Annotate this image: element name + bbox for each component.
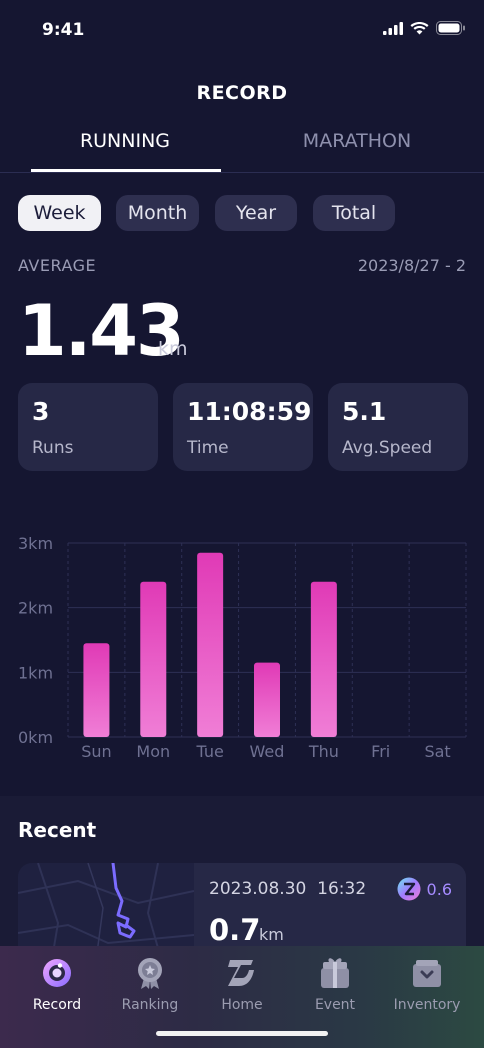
x-tick-label: Fri	[371, 742, 390, 761]
period-month-button[interactable]: Month	[116, 195, 199, 231]
nav-home-label: Home	[221, 997, 263, 1013]
nav-record-label: Record	[32, 997, 82, 1013]
x-tick-label: Thu	[308, 742, 339, 761]
reward-badge: 0.6	[397, 877, 452, 901]
ranking-icon	[138, 958, 162, 989]
x-tick-label: Wed	[250, 742, 285, 761]
average-distance-unit: km	[158, 338, 188, 360]
event-icon	[321, 958, 349, 988]
nav-home[interactable]: Home	[194, 952, 290, 1022]
average-label: AVERAGE	[18, 256, 97, 275]
recent-datetime: 2023.08.30 16:32	[209, 879, 366, 899]
time-value: 11:08:59	[187, 397, 312, 426]
avg-speed-label: Avg.Speed	[342, 438, 433, 458]
recent-date: 2023.08.30	[209, 879, 307, 899]
x-tick-label: Sat	[424, 742, 450, 761]
battery-icon	[436, 21, 465, 35]
x-tick-label: Sun	[81, 742, 111, 761]
chart-bar-tue	[197, 552, 224, 737]
weekly-distance-chart: 0km 1km 2km 3km Sun Mon Tue Wed Thu Fri Sat	[18, 534, 467, 761]
page-title: RECORD	[196, 82, 288, 104]
y-tick-label: 0km	[18, 728, 53, 747]
y-tick-label: 1km	[18, 663, 53, 682]
tab-marathon[interactable]: MARATHON	[302, 130, 412, 152]
nav-ranking-label: Ranking	[121, 997, 179, 1013]
nav-inventory-label: Inventory	[393, 997, 461, 1013]
runs-label: Runs	[32, 438, 74, 458]
reward-value: 0.6	[426, 879, 452, 899]
record-icon	[43, 959, 71, 987]
home-indicator	[156, 1031, 328, 1036]
chart-bar-thu	[310, 581, 337, 737]
average-distance-value: 1.43	[18, 290, 185, 372]
tab-underline	[31, 169, 221, 172]
recent-distance-value: 0.7	[209, 913, 261, 947]
y-tick-label: 3km	[18, 534, 53, 553]
status-bar: 9:41	[0, 0, 484, 60]
token-coin-icon	[397, 877, 421, 901]
recent-distance-unit: km	[259, 925, 284, 944]
nav-event[interactable]: Event	[287, 952, 383, 1022]
runs-value: 3	[32, 397, 50, 426]
nav-event-label: Event	[314, 997, 356, 1013]
chart-bar-mon	[140, 581, 167, 737]
period-year-button[interactable]: Year	[215, 195, 297, 231]
nav-ranking[interactable]: Ranking	[102, 952, 198, 1022]
stat-card-runs: 3 Runs	[18, 383, 158, 471]
status-time: 9:41	[42, 20, 85, 40]
x-tick-label: Mon	[136, 742, 170, 761]
home-logo-icon	[228, 960, 254, 986]
stat-card-time: 11:08:59 Time	[173, 383, 313, 471]
date-range[interactable]: 2023/8/27 - 2	[357, 256, 466, 275]
bottom-nav: Record Ranking Home Event Inventory	[0, 946, 484, 1048]
status-icons	[383, 21, 466, 35]
wifi-icon	[410, 22, 429, 35]
x-tick-label: Tue	[195, 742, 223, 761]
recent-title: Recent	[18, 818, 97, 842]
chart-bar-sun	[83, 643, 110, 737]
signal-icon	[383, 21, 403, 35]
y-tick-label: 2km	[18, 599, 53, 618]
record-tabs: RUNNING MARATHON	[0, 112, 484, 173]
chart-bar-wed	[254, 662, 280, 737]
tab-running[interactable]: RUNNING	[79, 130, 171, 152]
period-total-button[interactable]: Total	[313, 195, 395, 231]
nav-record[interactable]: Record	[9, 952, 105, 1022]
recent-time: 16:32	[317, 879, 367, 899]
time-label: Time	[187, 438, 229, 458]
stat-card-avg-speed: 5.1 Avg.Speed	[328, 383, 468, 471]
avg-speed-value: 5.1	[342, 397, 387, 426]
nav-inventory[interactable]: Inventory	[379, 952, 475, 1022]
inventory-icon	[413, 960, 441, 987]
period-week-button[interactable]: Week	[18, 195, 101, 231]
